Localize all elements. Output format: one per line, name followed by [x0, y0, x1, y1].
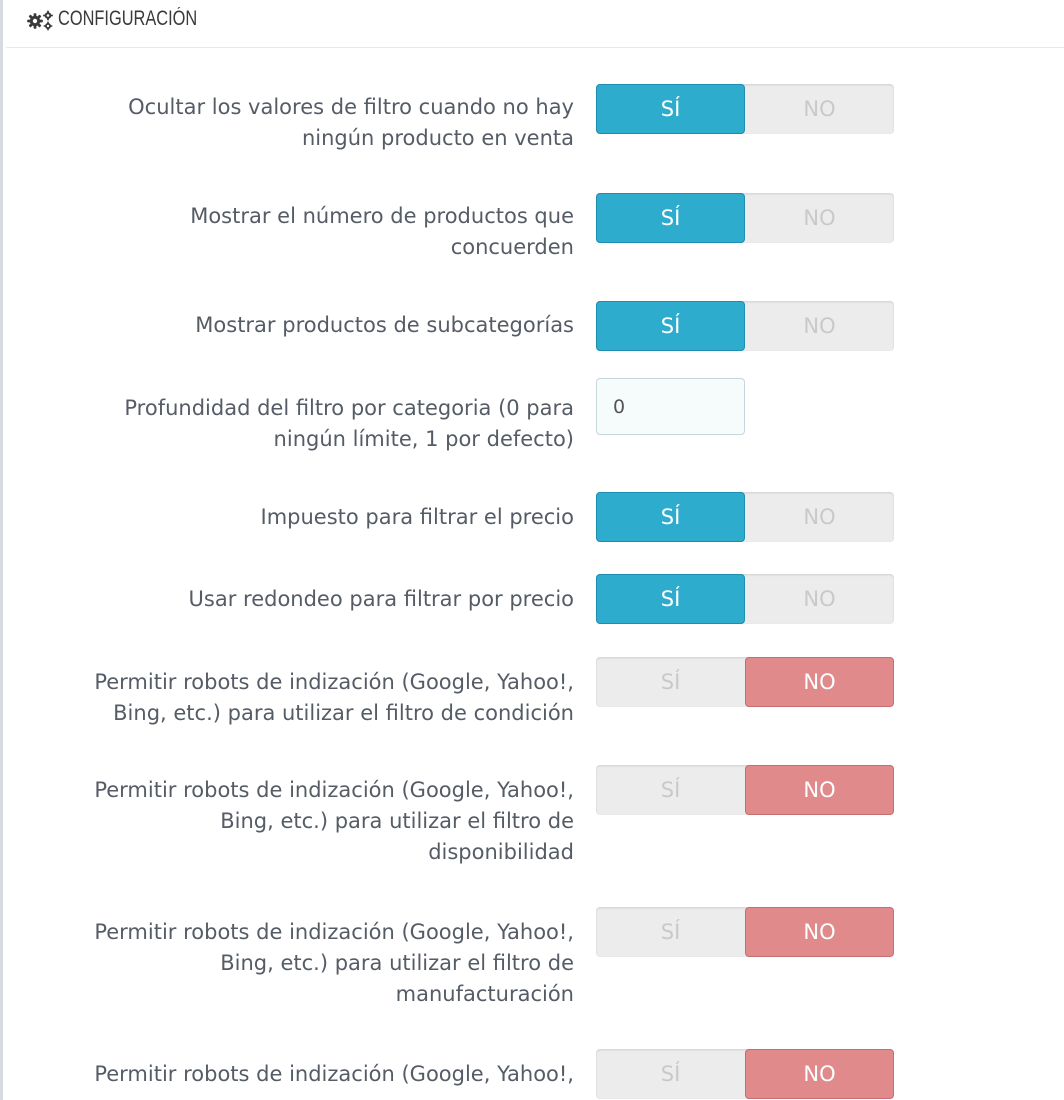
setting-label-line: Ocultar los valores de filtro cuando no …: [128, 95, 574, 119]
switch-option-yes[interactable]: SÍ: [596, 492, 745, 542]
setting-label: Permitir robots de indización (Google, Y…: [14, 667, 574, 729]
switch-option-no[interactable]: NO: [745, 657, 894, 707]
setting-label: Ocultar los valores de filtro cuando no …: [14, 92, 574, 154]
setting-label-line: Mostrar el número de productos que: [190, 204, 574, 228]
yes-no-switch[interactable]: SÍ NO: [596, 492, 894, 542]
setting-label-line: concuerden: [450, 235, 574, 259]
setting-label-line: manufacturación: [395, 982, 574, 1006]
setting-label: Profundidad del filtro por categoria (0 …: [14, 393, 574, 455]
setting-label-line: Impuesto para filtrar el precio: [260, 505, 574, 529]
yes-no-switch[interactable]: SÍ NO: [596, 765, 894, 815]
switch-option-no[interactable]: NO: [803, 587, 836, 611]
switch-option-yes[interactable]: SÍ: [596, 193, 745, 243]
panel-title: CONFIGURACIÓN: [58, 7, 198, 30]
switch-option-yes[interactable]: SÍ: [660, 670, 681, 694]
switch-option-no[interactable]: NO: [803, 206, 836, 230]
setting-label-line: disponibilidad: [428, 840, 574, 864]
setting-label-line: Permitir robots de indización (Google, Y…: [94, 778, 574, 802]
switch-option-no[interactable]: NO: [803, 505, 836, 529]
setting-label-line: Permitir robots de indización (Google, Y…: [94, 1062, 574, 1086]
category-depth-input[interactable]: [596, 378, 745, 435]
setting-label-line: Profundidad del filtro por categoria (0 …: [124, 396, 574, 420]
setting-label: Mostrar productos de subcategorías: [14, 310, 574, 341]
setting-label-line: ningún límite, 1 por defecto): [273, 427, 574, 451]
setting-label: Impuesto para filtrar el precio: [14, 502, 574, 533]
switch-option-yes[interactable]: SÍ: [596, 84, 745, 134]
setting-label: Permitir robots de indización (Google, Y…: [14, 1059, 574, 1090]
setting-label-line: Bing, etc.) para utilizar el filtro de c…: [113, 701, 574, 725]
yes-no-switch[interactable]: SÍ NO: [596, 1049, 894, 1099]
yes-no-switch[interactable]: SÍ NO: [596, 301, 894, 351]
switch-option-no[interactable]: NO: [745, 1049, 894, 1099]
setting-label-line: Permitir robots de indización (Google, Y…: [94, 670, 574, 694]
yes-no-switch[interactable]: SÍ NO: [596, 193, 894, 243]
setting-label-line: Permitir robots de indización (Google, Y…: [94, 920, 574, 944]
switch-option-yes[interactable]: SÍ: [596, 574, 745, 624]
setting-label-line: Mostrar productos de subcategorías: [195, 313, 574, 337]
setting-label-line: Bing, etc.) para utilizar el filtro de: [220, 809, 574, 833]
setting-label-line: Bing, etc.) para utilizar el filtro de: [220, 951, 574, 975]
setting-label: Usar redondeo para filtrar por precio: [14, 584, 574, 615]
setting-label: Mostrar el número de productos que concue…: [14, 201, 574, 263]
setting-label: Permitir robots de indización (Google, Y…: [14, 775, 574, 868]
yes-no-switch[interactable]: SÍ NO: [596, 574, 894, 624]
yes-no-switch[interactable]: SÍ NO: [596, 907, 894, 957]
switch-option-yes[interactable]: SÍ: [660, 1062, 681, 1086]
switch-option-no[interactable]: NO: [745, 765, 894, 815]
switch-option-no[interactable]: NO: [745, 907, 894, 957]
switch-option-yes[interactable]: SÍ: [660, 778, 681, 802]
yes-no-switch[interactable]: SÍ NO: [596, 84, 894, 134]
switch-option-no[interactable]: NO: [803, 97, 836, 121]
setting-label-line: ningún producto en venta: [301, 126, 574, 150]
setting-label: Permitir robots de indización (Google, Y…: [14, 917, 574, 1010]
panel-header: CONFIGURACIÓN: [6, 0, 1064, 48]
gears-icon: [27, 10, 53, 31]
setting-label-line: Usar redondeo para filtrar por precio: [188, 587, 574, 611]
yes-no-switch[interactable]: SÍ NO: [596, 657, 894, 707]
switch-option-yes[interactable]: SÍ: [660, 920, 681, 944]
switch-option-no[interactable]: NO: [803, 314, 836, 338]
switch-option-yes[interactable]: SÍ: [596, 301, 745, 351]
